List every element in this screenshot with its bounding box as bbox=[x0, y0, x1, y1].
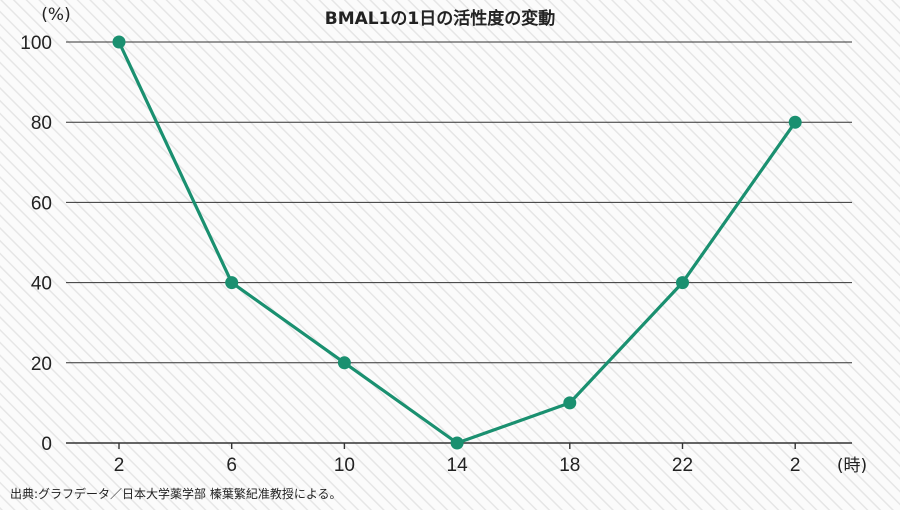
x-tick-label: 22 bbox=[672, 455, 693, 476]
x-tick-label: 2 bbox=[790, 455, 801, 476]
data-point bbox=[563, 396, 577, 410]
y-unit-label: (%) bbox=[41, 5, 70, 25]
data-point bbox=[676, 276, 689, 290]
x-tick-label: 18 bbox=[559, 455, 580, 476]
x-unit-label: (時) bbox=[837, 456, 867, 476]
y-tick-label: 100 bbox=[20, 33, 52, 54]
data-point bbox=[788, 115, 802, 129]
data-point bbox=[112, 35, 126, 49]
data-point bbox=[450, 436, 464, 450]
series-activity bbox=[112, 35, 802, 450]
data-point bbox=[337, 356, 351, 370]
y-tick-label: 20 bbox=[31, 354, 52, 375]
y-tick-label: 40 bbox=[31, 274, 52, 295]
x-axis-ticks: 2 6 10 14 18 22 2 bbox=[114, 443, 801, 476]
data-point bbox=[225, 276, 239, 290]
y-axis-ticks: 0 20 40 60 80 100 bbox=[20, 33, 52, 455]
y-tick-label: 0 bbox=[41, 434, 52, 455]
x-tick-label: 14 bbox=[447, 455, 469, 476]
chart-title: BMAL1の1日の活性度の変動 bbox=[325, 8, 556, 29]
x-tick-label: 6 bbox=[226, 455, 237, 476]
y-tick-label: 80 bbox=[31, 113, 52, 134]
source-note: 出典:グラフデータ／日本大学薬学部 榛葉繁紀准教授による。 bbox=[10, 486, 342, 501]
grid-lines bbox=[66, 41, 852, 444]
x-tick-label: 10 bbox=[334, 455, 355, 476]
y-tick-label: 60 bbox=[31, 193, 52, 214]
x-tick-label: 2 bbox=[114, 455, 125, 476]
